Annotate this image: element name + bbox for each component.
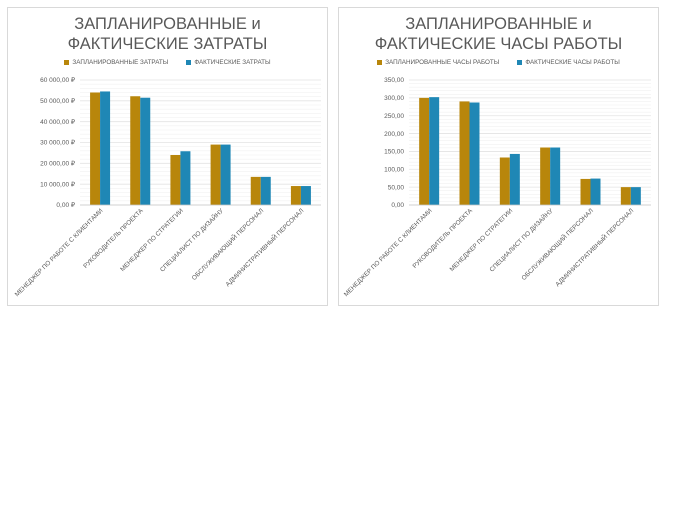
bar-planned — [620, 187, 631, 205]
y-tick-label: 50 000,00 ₽ — [40, 97, 76, 105]
y-tick-label: 30 000,00 ₽ — [40, 139, 76, 147]
y-tick-label: 250,00 — [384, 113, 404, 120]
bar-actual — [300, 186, 311, 205]
x-category-label: ОБСЛУЖИВАЮЩИЙ ПЕРСОНАЛ — [519, 206, 595, 282]
legend-label-actual-hours: ФАКТИЧЕСКИЕ ЧАСЫ РАБОТЫ — [525, 59, 620, 66]
costs-chart-panel: ЗАПЛАНИРОВАННЫЕ и ФАКТИЧЕСКИЕ ЗАТРАТЫ ЗА… — [7, 7, 328, 306]
x-category-label: АДМИНИСТРАТИВНЫЙ ПЕРСОНАЛ — [553, 206, 635, 288]
y-tick-label: 10 000,00 ₽ — [40, 180, 76, 188]
legend-swatch-planned — [64, 60, 70, 65]
bar-planned — [580, 178, 591, 205]
bar-planned — [170, 155, 181, 205]
bar-actual — [180, 151, 191, 205]
bar-planned — [290, 186, 301, 205]
bar-actual — [590, 178, 601, 205]
x-category-label: ОБСЛУЖИВАЮЩИЙ ПЕРСОНАЛ — [189, 206, 265, 282]
y-tick-label: 0,00 ₽ — [56, 201, 75, 209]
bar-planned — [419, 97, 430, 205]
legend-swatch-actual — [186, 60, 192, 65]
x-category-label: МЕНЕДЖЕР ПО РАБОТЕ С КЛИЕНТАМИ — [343, 207, 434, 298]
legend-swatch-planned — [377, 60, 383, 65]
legend-label-planned-hours: ЗАПЛАНИРОВАННЫЕ ЧАСЫ РАБОТЫ — [385, 59, 500, 66]
y-tick-label: 40 000,00 ₽ — [40, 118, 76, 126]
bar-planned — [250, 176, 261, 205]
costs-plot: 0,00 ₽ 10 000,00 ₽ 20 000,00 ₽ 30 000,00 ₽ 4… — [14, 76, 321, 298]
x-category-label: СПЕЦИАЛИСТ ПО ДИЗАЙНУ — [487, 205, 555, 273]
y-tick-label: 350,00 — [384, 77, 404, 84]
x-category-label: СПЕЦИАЛИСТ ПО ДИЗАЙНУ — [158, 205, 226, 273]
legend-item-actual-hours: ФАКТИЧЕСКИЕ ЧАСЫ РАБОТЫ — [517, 59, 620, 66]
legend-swatch-actual — [517, 60, 523, 65]
costs-title-line-2: ФАКТИЧЕСКИЕ ЗАТРАТЫ — [67, 35, 268, 53]
bar-planned — [540, 147, 551, 205]
costs-legend: ЗАПЛАНИРОВАННЫЕ ЗАТРАТЫ ФАКТИЧЕСКИЕ ЗАТР… — [8, 59, 327, 66]
hours-chart-title: ЗАПЛАНИРОВАННЫЕ и ФАКТИЧЕСКИЕ ЧАСЫ РАБОТ… — [339, 14, 658, 54]
hours-plot: 0,00 50,00 100,00 150,00 200,00 250,00 300,00 3… — [343, 77, 651, 298]
legend-label-planned-costs: ЗАПЛАНИРОВАННЫЕ ЗАТРАТЫ — [72, 59, 169, 66]
bar-planned — [459, 101, 470, 205]
bar-actual — [469, 102, 480, 205]
bar-actual — [220, 144, 231, 205]
y-tick-label: 60 000,00 ₽ — [40, 76, 76, 84]
hours-legend: ЗАПЛАНИРОВАННЫЕ ЧАСЫ РАБОТЫ ФАКТИЧЕСКИЕ … — [339, 59, 658, 66]
hours-title-line-1: ЗАПЛАНИРОВАННЫЕ и — [405, 15, 592, 33]
bar-actual — [509, 153, 520, 205]
y-tick-label: 300,00 — [384, 95, 404, 102]
hours-title-line-2: ФАКТИЧЕСКИЕ ЧАСЫ РАБОТЫ — [374, 35, 623, 53]
x-category-label: МЕНЕДЖЕР ПО РАБОТЕ С КЛИЕНТАМИ — [14, 207, 105, 298]
x-category-label: АДМИНИСТРАТИВНЫЙ ПЕРСОНАЛ — [223, 206, 305, 288]
y-tick-label: 20 000,00 ₽ — [40, 160, 76, 168]
legend-label-actual-costs: ФАКТИЧЕСКИЕ ЗАТРАТЫ — [194, 59, 271, 66]
legend-item-planned-hours: ЗАПЛАНИРОВАННЫЕ ЧАСЫ РАБОТЫ — [377, 59, 499, 66]
bar-planned — [90, 92, 101, 205]
y-tick-label: 50,00 — [388, 184, 405, 191]
legend-item-planned-costs: ЗАПЛАНИРОВАННЫЕ ЗАТРАТЫ — [64, 59, 168, 66]
bar-actual — [630, 187, 641, 205]
costs-chart-title: ЗАПЛАНИРОВАННЫЕ и ФАКТИЧЕСКИЕ ЗАТРАТЫ — [8, 14, 327, 54]
bar-planned — [210, 144, 221, 205]
bar-actual — [429, 97, 440, 205]
costs-title-line-1: ЗАПЛАНИРОВАННЫЕ и — [74, 15, 261, 33]
bar-actual — [140, 97, 151, 205]
bar-actual — [260, 176, 271, 205]
y-tick-label: 100,00 — [384, 166, 404, 173]
hours-chart-panel: ЗАПЛАНИРОВАННЫЕ и ФАКТИЧЕСКИЕ ЧАСЫ РАБОТ… — [338, 7, 659, 306]
y-tick-label: 200,00 — [384, 131, 404, 138]
y-tick-label: 150,00 — [384, 149, 404, 156]
y-tick-label: 0,00 — [391, 202, 404, 209]
legend-item-actual-costs: ФАКТИЧЕСКИЕ ЗАТРАТЫ — [186, 59, 271, 66]
bar-actual — [100, 91, 111, 205]
bar-actual — [550, 147, 561, 205]
bar-planned — [499, 157, 510, 205]
bar-planned — [130, 96, 141, 205]
